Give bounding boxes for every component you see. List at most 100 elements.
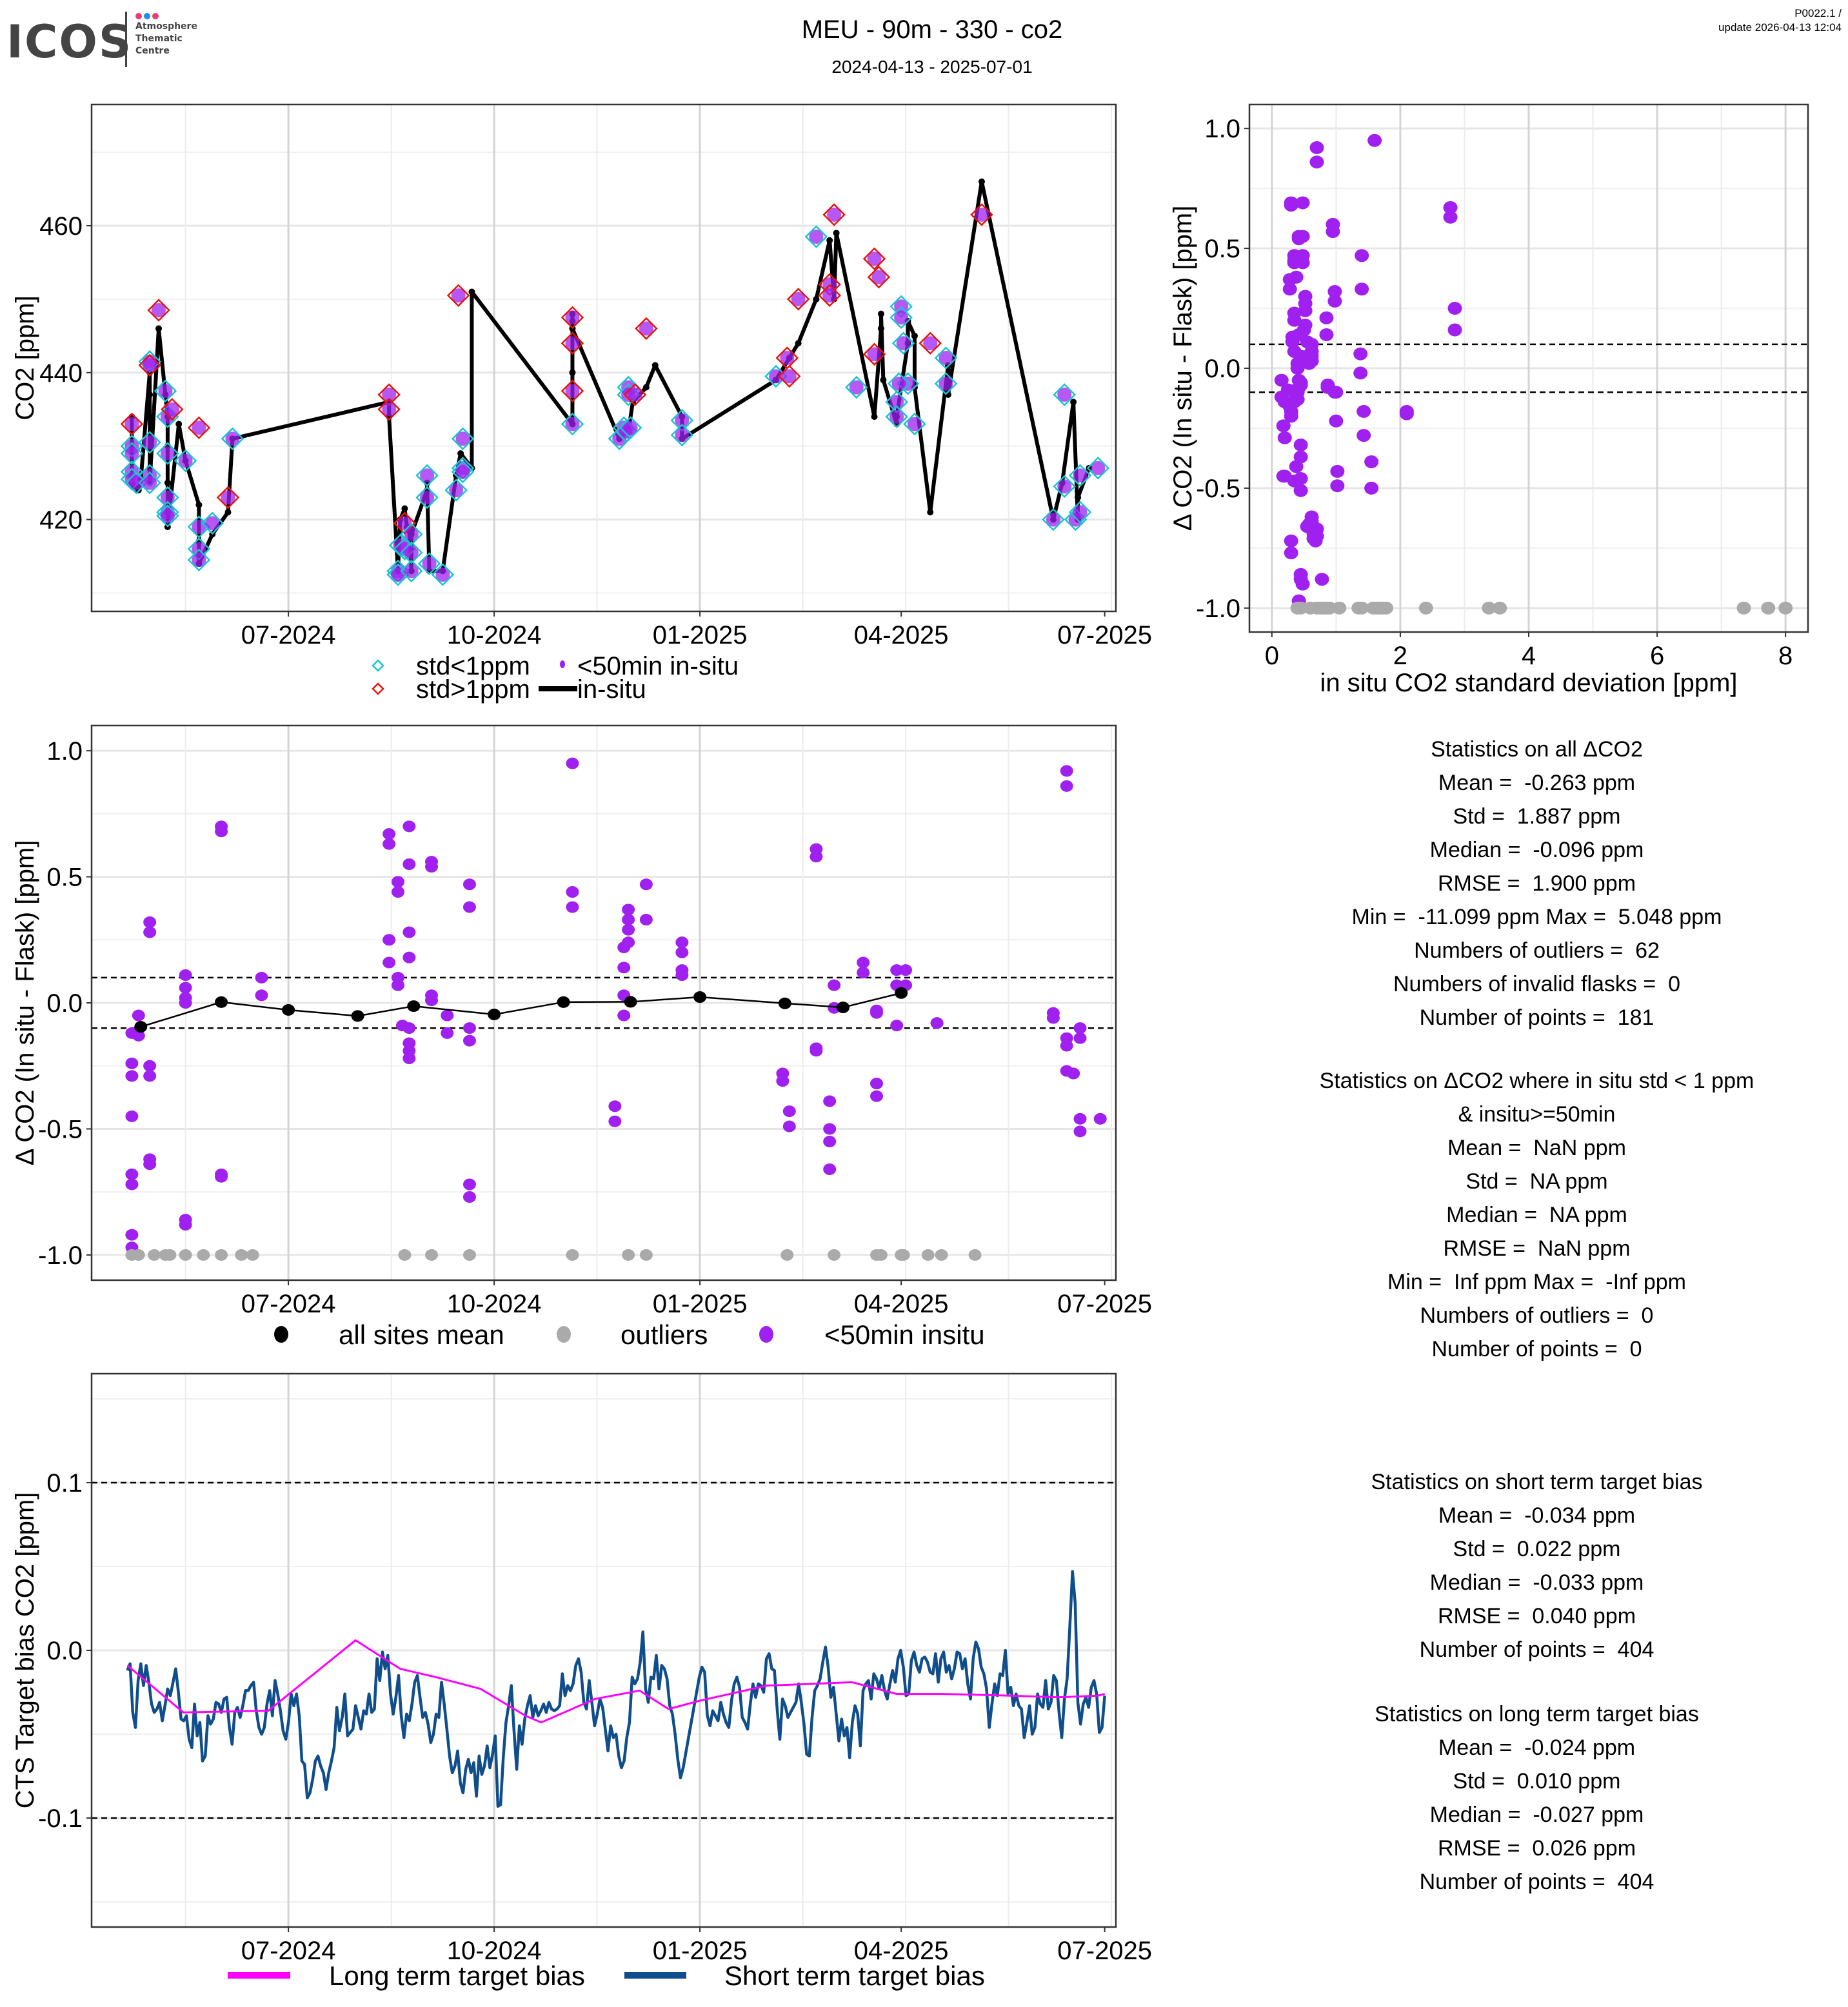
- insitu-point: [462, 1191, 476, 1203]
- insitu-50min-point: [939, 351, 953, 365]
- in-situ-point: [569, 369, 576, 376]
- insitu-point: [392, 979, 405, 991]
- insitu-50min-point: [827, 207, 842, 222]
- insitu-50min-point: [974, 207, 989, 222]
- logo-dots-icon: [135, 11, 161, 23]
- outlier-point: [1379, 601, 1394, 615]
- outlier-point: [622, 1249, 635, 1261]
- flask-std-low-marker: [1053, 475, 1077, 499]
- flask-std-high-marker: [970, 203, 993, 226]
- flask-std-low-marker: [138, 471, 161, 495]
- plot-border: [90, 1372, 1117, 1928]
- flask-std-low-marker: [431, 563, 455, 586]
- legend-label: outliers: [621, 1320, 708, 1350]
- y-tick-label: -0.5: [38, 1115, 83, 1143]
- flask-std-high-marker: [862, 247, 886, 270]
- long-term-bias-line: [126, 1639, 1106, 1724]
- insitu-50min-point: [1057, 387, 1072, 402]
- insitu-point: [823, 1136, 837, 1147]
- insitu-point: [828, 979, 841, 991]
- flask-std-low-marker: [451, 427, 475, 451]
- logo-dot: [135, 13, 142, 19]
- insitu-50min-point: [192, 420, 206, 435]
- insitu-point: [1290, 393, 1305, 406]
- insitu-point: [125, 1229, 139, 1241]
- flask-std-low-marker: [415, 464, 439, 488]
- in-situ-point: [457, 450, 464, 457]
- flask-std-low-marker: [1068, 500, 1092, 524]
- flask-std-high-marker: [377, 397, 401, 421]
- flask-std-low-marker: [120, 442, 144, 465]
- in-situ-point: [155, 325, 163, 332]
- insitu-50min-point: [768, 369, 783, 384]
- outlier-point: [1761, 601, 1776, 615]
- insitu-point: [1364, 481, 1379, 495]
- insitu-point: [1093, 1112, 1107, 1125]
- insitu-point: [402, 820, 416, 833]
- insitu-point: [1364, 455, 1379, 469]
- insitu-point: [776, 1075, 790, 1087]
- insitu-point: [402, 1045, 416, 1057]
- flask-std-high-marker: [919, 331, 942, 355]
- insitu-point: [870, 1007, 884, 1019]
- insitu-point: [255, 971, 268, 984]
- insitu-point: [810, 851, 823, 863]
- insitu-point: [125, 1110, 139, 1122]
- insitu-point: [1293, 376, 1308, 390]
- insitu-50min-point: [143, 475, 157, 490]
- in-situ-point: [880, 377, 887, 384]
- outlier-point: [935, 1249, 948, 1261]
- insitu-point: [1295, 256, 1310, 270]
- outlier-point: [132, 1249, 145, 1261]
- in-situ-point: [911, 332, 918, 339]
- insitu-point: [1447, 302, 1462, 315]
- stats-line: RMSE = 0.040 ppm: [1437, 1604, 1636, 1628]
- insitu-point: [1290, 362, 1305, 375]
- insitu-point: [425, 994, 439, 1007]
- y-tick-label: -0.1: [38, 1804, 83, 1833]
- insitu-point: [143, 1070, 157, 1082]
- y-tick-label: -1.0: [38, 1241, 83, 1270]
- flask-std-high-marker: [187, 416, 211, 439]
- insitu-point: [143, 926, 157, 938]
- plot-border: [90, 103, 1117, 613]
- outlier-point: [1778, 601, 1793, 615]
- flask-std-high-marker: [822, 203, 846, 226]
- all-sites-mean-line: [140, 992, 902, 1028]
- insitu-point: [383, 934, 396, 946]
- insitu-50min-point: [894, 310, 909, 325]
- insitu-point: [1327, 294, 1342, 308]
- insitu-point: [462, 901, 476, 913]
- y-tick-label: 0.0: [46, 989, 83, 1018]
- short-term-bias-line: [126, 1570, 1106, 1808]
- x-tick-label: 2: [1393, 642, 1407, 670]
- outlier-point: [235, 1249, 248, 1261]
- y-tick-label: 0.0: [46, 1637, 83, 1665]
- insitu-point: [617, 962, 631, 974]
- y-tick-label: 460: [39, 212, 83, 241]
- plot-border: [1248, 103, 1809, 633]
- insitu-point: [1443, 210, 1458, 224]
- y-tick-label: 0.1: [46, 1469, 83, 1498]
- flask-std-low-marker: [561, 412, 584, 436]
- insitu-50min-point: [449, 483, 464, 498]
- all-sites-mean-point: [836, 1002, 849, 1014]
- insitu-50min-point: [628, 387, 642, 402]
- stats-line: Min = -11.099 ppm Max = 5.048 ppm: [1351, 905, 1722, 929]
- flask-std-low-marker: [201, 511, 224, 535]
- flask-std-high-marker: [561, 331, 584, 355]
- stats-all-delta: Statistics on all ΔCO2 Mean = -0.263 ppm S…: [1226, 733, 1848, 1034]
- insitu-50min-point: [129, 475, 144, 490]
- stats-line: Mean = -0.034 ppm: [1438, 1503, 1636, 1528]
- insitu-point: [566, 901, 579, 913]
- y-tick-label: 1.0: [46, 737, 83, 766]
- insitu-point: [383, 956, 396, 969]
- insitu-point: [622, 924, 635, 936]
- legend: Long term target bias Short term target b…: [228, 1961, 985, 1991]
- in-situ-point: [651, 362, 659, 369]
- in-situ-point: [833, 230, 840, 237]
- logo-divider: [125, 12, 127, 67]
- stats-line: Numbers of invalid flasks = 0: [1393, 972, 1681, 996]
- chart-std_scatter: -1.0 -0.5 0.0 0.5 1.0 0 2 4 6 8 Δ CO2 (In situ - F…: [1169, 103, 1809, 697]
- insitu-50min-point: [849, 380, 864, 395]
